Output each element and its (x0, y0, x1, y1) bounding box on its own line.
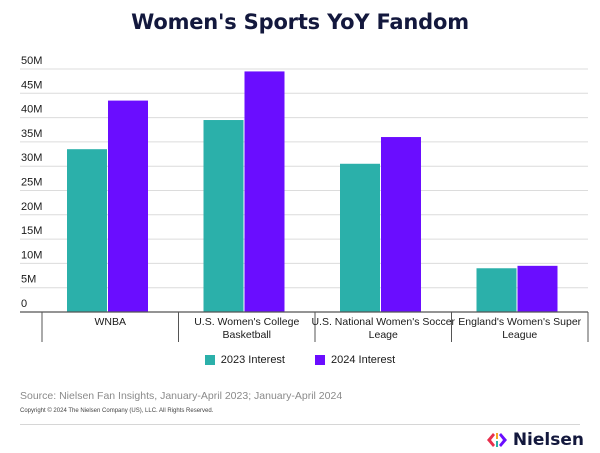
legend-label-2024: 2024 Interest (331, 354, 396, 366)
brand-name: Nielsen (512, 430, 584, 450)
x-tick-label: U.S. National Women's Soccer (311, 316, 455, 328)
logo-bar-teal (495, 441, 498, 447)
bar (476, 268, 517, 312)
footer-divider (20, 424, 580, 425)
legend-item-2024: 2024 Interest (315, 354, 395, 366)
legend-swatch-2024 (315, 355, 325, 365)
bar (340, 163, 380, 312)
y-tick-label: 20M (21, 201, 42, 213)
bar (517, 265, 558, 312)
x-tick-label: U.S. Women's College (194, 316, 299, 328)
copyright-note: Copyright © 2024 The Nielsen Company (US… (20, 408, 214, 414)
x-tick-label: Leage (369, 329, 398, 341)
y-tick-label: 25M (21, 177, 42, 189)
y-tick-label: 40M (21, 104, 42, 116)
x-tick-label: WNBA (95, 316, 127, 328)
chart-legend: 2023 Interest 2024 Interest (0, 354, 600, 366)
bar (203, 120, 244, 312)
bar (108, 100, 148, 312)
bar (67, 149, 107, 312)
logo-bar-yellow (495, 433, 498, 439)
legend-label-2023: 2023 Interest (220, 354, 285, 366)
y-tick-label: 5M (21, 274, 36, 286)
y-tick-label: 45M (21, 79, 42, 91)
bar (381, 137, 421, 312)
y-tick-label: 50M (21, 55, 42, 67)
y-tick-label: 15M (21, 225, 42, 237)
x-tick-label: Basketball (223, 329, 271, 341)
bar (244, 71, 285, 313)
nielsen-logo: Nielsen (486, 430, 584, 450)
chart-title: Women's Sports YoY Fandom (131, 10, 469, 34)
source-note: Source: Nielsen Fan Insights, January-Ap… (20, 390, 343, 402)
logo-chevron-purple (498, 433, 507, 447)
y-tick-label: 10M (21, 249, 42, 261)
y-tick-label: 30M (21, 152, 42, 164)
y-tick-label: 35M (21, 128, 42, 140)
y-tick-label: 0 (21, 298, 27, 310)
x-tick-label: England's Women's Super (458, 316, 581, 328)
x-tick-label: League (502, 329, 537, 341)
logo-chevron-red (486, 433, 495, 447)
legend-item-2023: 2023 Interest (204, 354, 285, 366)
nielsen-logo-icon (486, 433, 507, 447)
legend-swatch-2023 (204, 355, 215, 365)
